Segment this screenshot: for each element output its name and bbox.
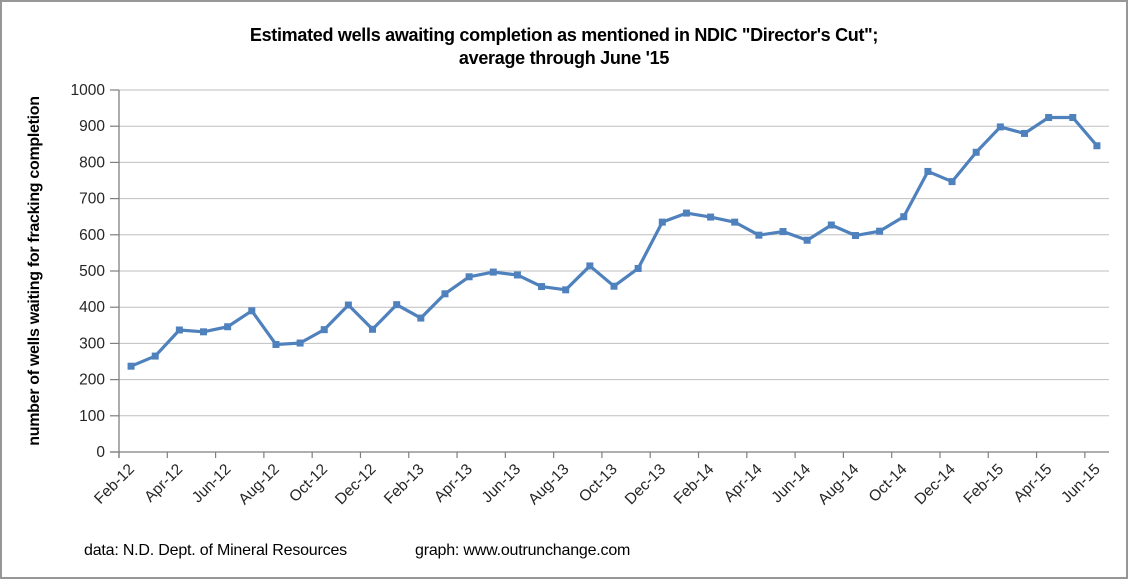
x-tick-label: Feb-14 (671, 461, 718, 508)
x-tick-label: Jun-15 (1058, 461, 1104, 507)
data-point-marker (876, 227, 884, 235)
data-point-marker (851, 232, 859, 240)
x-tick-label: Jun-14 (768, 461, 814, 507)
data-point-marker (972, 148, 980, 156)
x-tick-label: Oct-14 (866, 461, 911, 506)
data-point-marker (1093, 142, 1101, 150)
x-tick-label: Feb-12 (91, 461, 138, 508)
data-point-marker (489, 268, 497, 276)
data-point-marker (827, 221, 835, 229)
chart-title-line2: average through June '15 (458, 48, 670, 68)
data-point-marker (900, 213, 908, 221)
x-tick-label: Apr-13 (431, 461, 476, 506)
data-source-caption: data: N.D. Dept. of Mineral Resources (84, 542, 347, 559)
chart-title: Estimated wells awaiting completion as m… (2, 24, 1126, 70)
data-point-marker (1069, 114, 1077, 122)
data-point-marker (175, 326, 183, 334)
data-point-marker (610, 282, 618, 290)
y-tick-label: 200 (79, 372, 105, 389)
data-point-marker (248, 307, 256, 315)
y-tick-label: 500 (79, 263, 105, 280)
data-point-marker (682, 209, 690, 217)
data-point-marker (513, 271, 521, 279)
data-point-marker (731, 218, 739, 226)
graph-credit-caption: graph: www.outrunchange.com (415, 542, 631, 559)
x-tick-label: Dec-14 (912, 461, 960, 509)
data-point-marker (1020, 129, 1028, 137)
data-point-marker (344, 301, 352, 309)
data-point-marker (707, 213, 715, 221)
y-tick-label: 1000 (71, 82, 106, 99)
data-line (129, 115, 1099, 368)
x-tick-label: Aug-13 (525, 461, 572, 508)
data-point-marker (948, 178, 956, 186)
x-tick-label: Jun-13 (479, 461, 525, 507)
x-tick-label: Feb-15 (960, 461, 1007, 508)
y-tick-label: 700 (79, 191, 105, 208)
x-tick-label: Dec-13 (622, 461, 669, 508)
data-point-marker (320, 326, 328, 334)
data-point-marker (369, 325, 377, 333)
x-tick-label: Oct-12 (286, 461, 331, 506)
x-tick-label: Jun-12 (189, 461, 235, 507)
data-point-marker (465, 273, 473, 281)
x-tick-label: Oct-13 (576, 461, 621, 506)
data-point-marker (634, 264, 642, 272)
x-tick-label: Apr-15 (1011, 461, 1056, 506)
x-tick-label: Apr-12 (141, 461, 186, 506)
y-tick-label: 0 (96, 444, 105, 461)
x-tick-label: Apr-14 (721, 461, 766, 506)
x-tick-label: Aug-12 (235, 461, 282, 508)
data-point-marker (658, 218, 666, 226)
x-tick-label: Feb-13 (381, 461, 428, 508)
y-tick-label: 800 (79, 154, 105, 171)
data-point-marker (1045, 114, 1053, 122)
data-point-marker (200, 328, 208, 336)
data-point-marker (538, 283, 546, 291)
data-point-marker (441, 290, 449, 298)
data-point-marker (151, 352, 159, 360)
data-point-marker (224, 323, 232, 331)
data-point-marker (586, 262, 594, 270)
data-point-marker (803, 236, 811, 244)
data-point-marker (127, 362, 135, 370)
data-point-marker (562, 286, 570, 294)
y-tick-label: 300 (79, 335, 105, 352)
data-point-marker (417, 314, 425, 322)
data-point-marker (779, 228, 787, 236)
data-point-marker (393, 301, 401, 309)
y-tick-label: 900 (79, 118, 105, 135)
x-tick-label: Aug-14 (815, 461, 863, 509)
data-point-marker (296, 339, 304, 347)
data-point-marker (272, 340, 280, 348)
y-tick-label: 100 (79, 408, 105, 425)
data-point-marker (996, 123, 1004, 131)
data-point-marker (924, 167, 932, 175)
chart-title-line1: Estimated wells awaiting completion as m… (249, 25, 879, 45)
y-tick-label: 400 (79, 299, 105, 316)
data-point-marker (755, 231, 763, 239)
y-tick-label: 600 (79, 227, 105, 244)
x-tick-label: Dec-12 (332, 461, 379, 508)
